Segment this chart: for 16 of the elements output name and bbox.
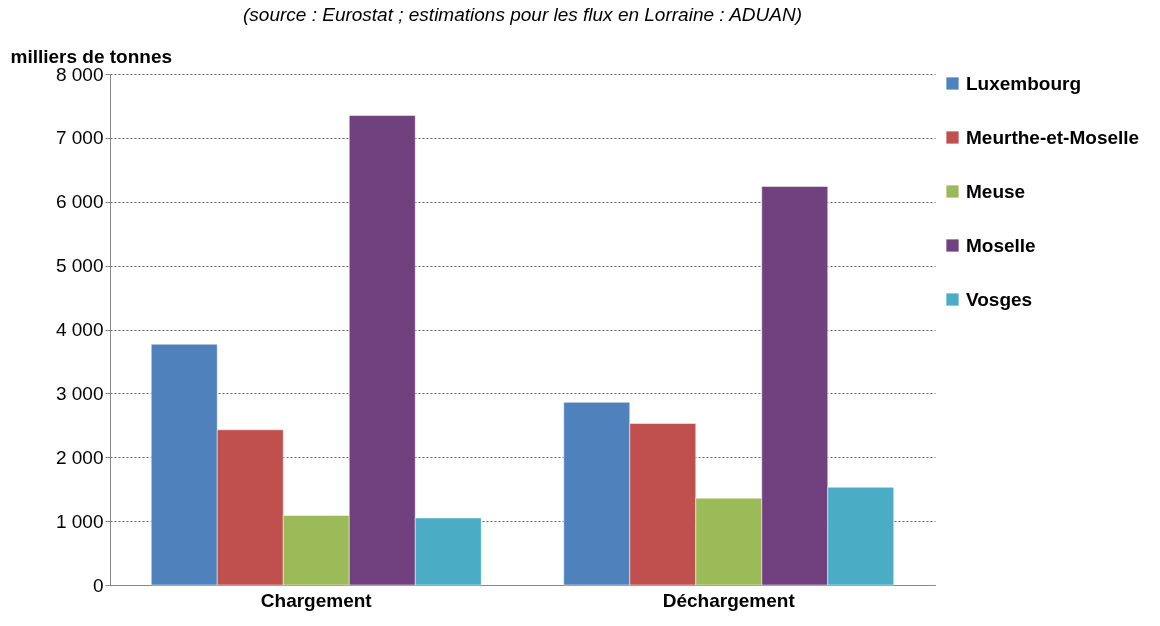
y-tick-label: 5 000 [55,255,104,277]
x-tick-label: Déchargement [662,589,796,611]
y-tick-label: 7 000 [55,127,104,149]
legend-label: Meurthe-et-Moselle [966,126,1140,148]
legend-label: Meuse [966,180,1026,202]
chart-subtitle: (source : Eurostat ; estimations pour les flux en Lorraine : ADUAN) [243,4,802,25]
y-tick-label: 2 000 [55,446,104,468]
x-tick-label: Chargement [260,589,373,611]
y-tick-label: 0 [92,574,104,596]
legend-label: Luxembourg [966,72,1082,94]
y-tick-label: 4 000 [55,319,104,340]
y-tick-label: 1 000 [55,510,104,532]
y-tick-label: 6 000 [55,191,104,213]
legend-label: Vosges [966,288,1033,310]
y-tick-label: 3 000 [55,382,104,404]
legend-label: Moselle [966,234,1036,256]
